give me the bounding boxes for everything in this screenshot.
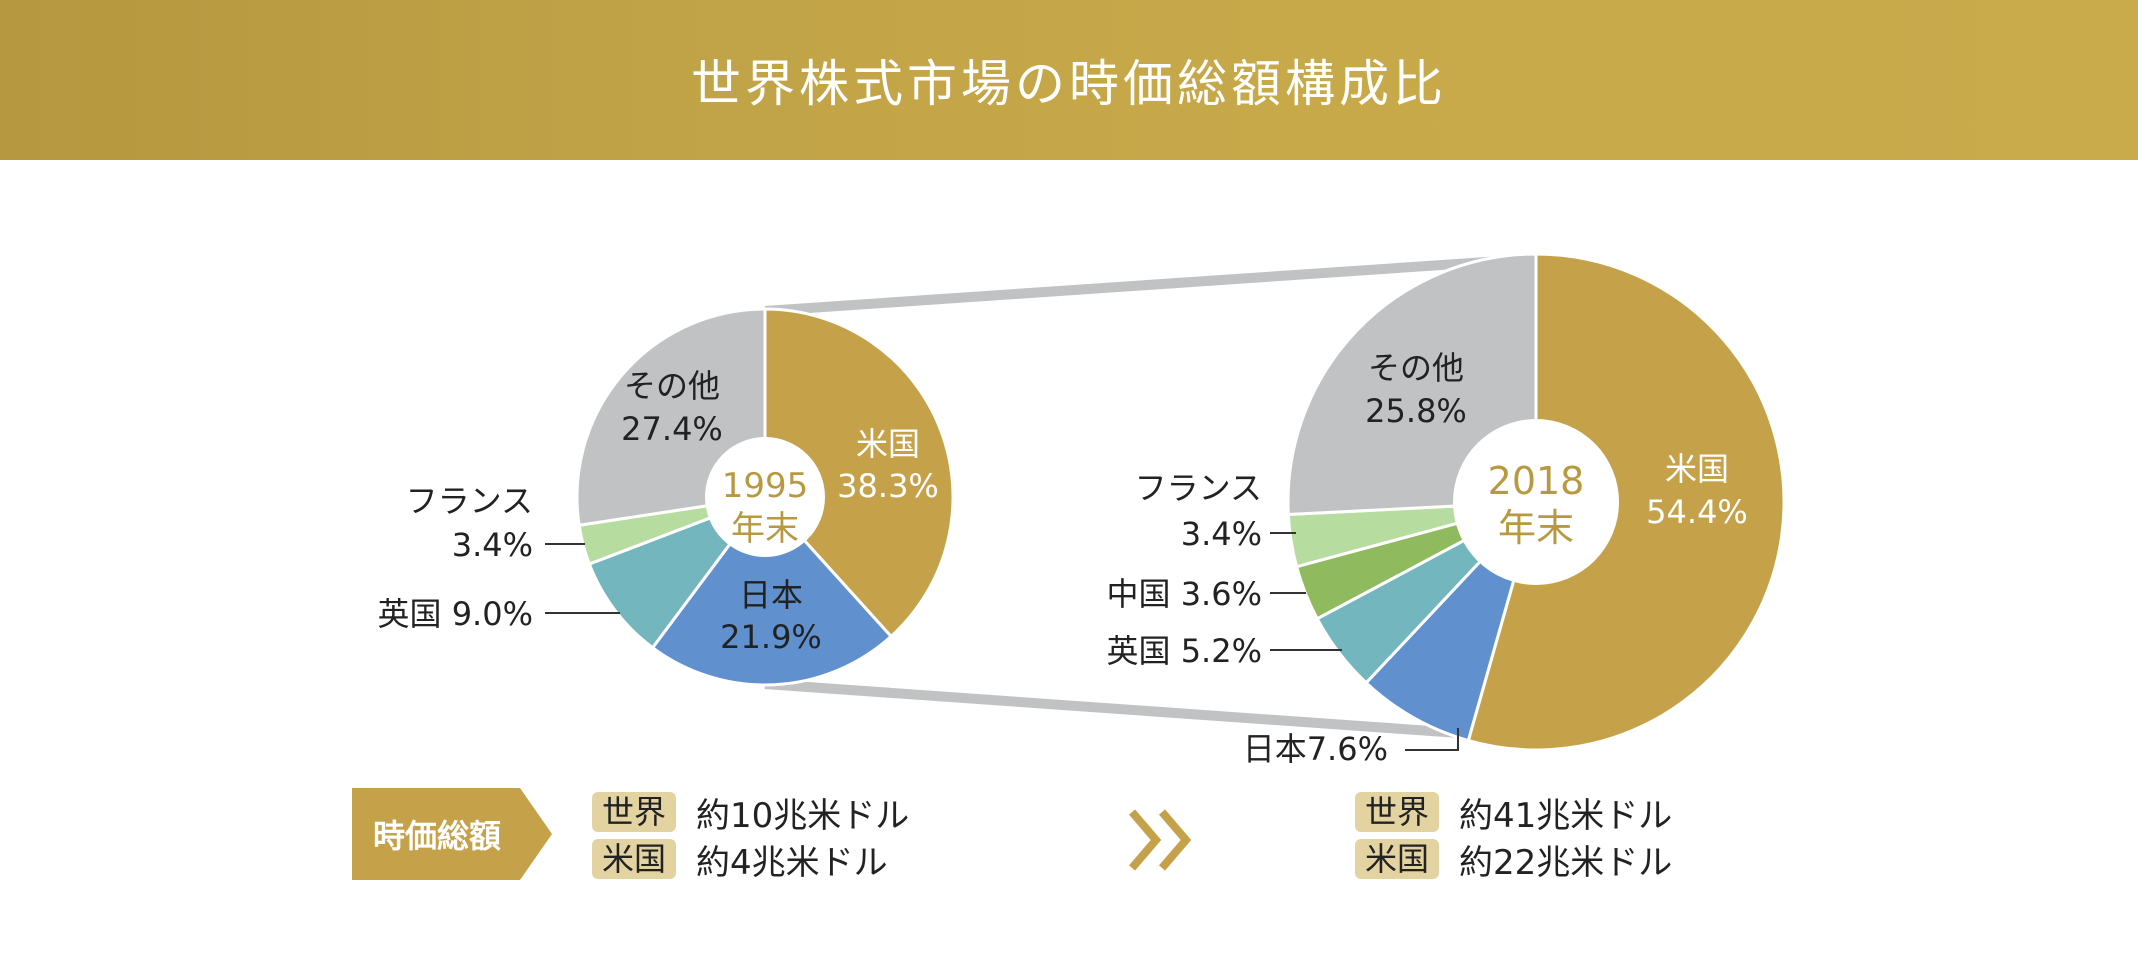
y1995-world-value: 約10兆米ドル — [696, 795, 910, 836]
pie-1995-label-fr-value: 3.4% — [452, 526, 533, 564]
pie-1995-slice-0 — [763, 307, 955, 639]
pie-1995-label-fr-name: フランス — [406, 482, 533, 520]
pie-2018-center-suffix: 年末 — [1498, 506, 1574, 550]
double-chevron-right-icon — [1128, 809, 1192, 871]
pie-2018-label-cn: 中国 3.6% — [1107, 575, 1262, 613]
pie-2018-center-year: 2018 — [1488, 459, 1585, 503]
market-cap-label-text: 時価総額 — [372, 817, 501, 855]
pie-1995-slice-1 — [650, 494, 894, 687]
page-title: 世界株式市場の時価総額構成比 — [691, 55, 1447, 113]
y2018-world-value: 約41兆米ドル — [1459, 795, 1673, 836]
y1995-world-row: 世界 約10兆米ドル — [592, 789, 910, 836]
pie-2018-label-us-name: 米国 — [1665, 450, 1729, 488]
pie-1995-label-us-value: 38.3% — [837, 467, 939, 505]
pie-1995-hole — [705, 437, 825, 557]
y1995-world-badge: 世界 — [592, 792, 677, 832]
y1995-us-row: 米国 約4兆米ドル — [592, 836, 888, 883]
pie-2018-label-fr-value: 3.4% — [1181, 515, 1262, 553]
pie-2018-label-us-value: 54.4% — [1646, 493, 1748, 531]
arrow-tag-shape — [352, 788, 552, 880]
pie-1995-center-year: 1995 — [722, 466, 809, 506]
pie-2018-label-other-value: 25.8% — [1365, 392, 1467, 430]
pie-2018-leader-jp — [1405, 728, 1459, 751]
pie-1995-label-other-name: その他 — [624, 367, 720, 405]
pie-1995-label-jp-value: 21.9% — [720, 618, 822, 656]
pie-2018-label-other-name: その他 — [1368, 349, 1464, 387]
y1995-us-value: 約4兆米ドル — [696, 842, 888, 883]
pie-1995-center-suffix: 年末 — [731, 509, 799, 549]
title-banner: 世界株式市場の時価総額構成比 — [0, 0, 2138, 160]
y2018-us-row: 米国 約22兆米ドル — [1355, 836, 1673, 883]
pie-2018-slice-0 — [1466, 252, 1786, 752]
pie-1995-label-us-name: 米国 — [856, 425, 920, 463]
pie-1995-label-uk: 英国 9.0% — [378, 595, 533, 633]
market-cap-label: 時価総額 — [352, 788, 552, 880]
y2018-us-value: 約22兆米ドル — [1459, 842, 1673, 883]
connector-bottom — [764, 679, 1531, 743]
connector-top — [764, 254, 1531, 316]
pie-2018-label-uk: 英国 5.2% — [1107, 632, 1262, 670]
pie-1995-label-other-value: 27.4% — [621, 410, 723, 448]
y1995-us-badge: 米国 — [592, 839, 677, 879]
y2018-world-badge: 世界 — [1355, 792, 1440, 832]
y2018-world-row: 世界 約41兆米ドル — [1355, 789, 1673, 836]
pie-2018-label-jp: 日本7.6% — [1243, 730, 1388, 768]
pie-1995-label-jp-name: 日本 — [739, 576, 803, 614]
y2018-us-badge: 米国 — [1355, 839, 1440, 879]
pie-2018-hole — [1453, 419, 1619, 585]
pie-2018-label-fr-name: フランス — [1135, 469, 1262, 507]
